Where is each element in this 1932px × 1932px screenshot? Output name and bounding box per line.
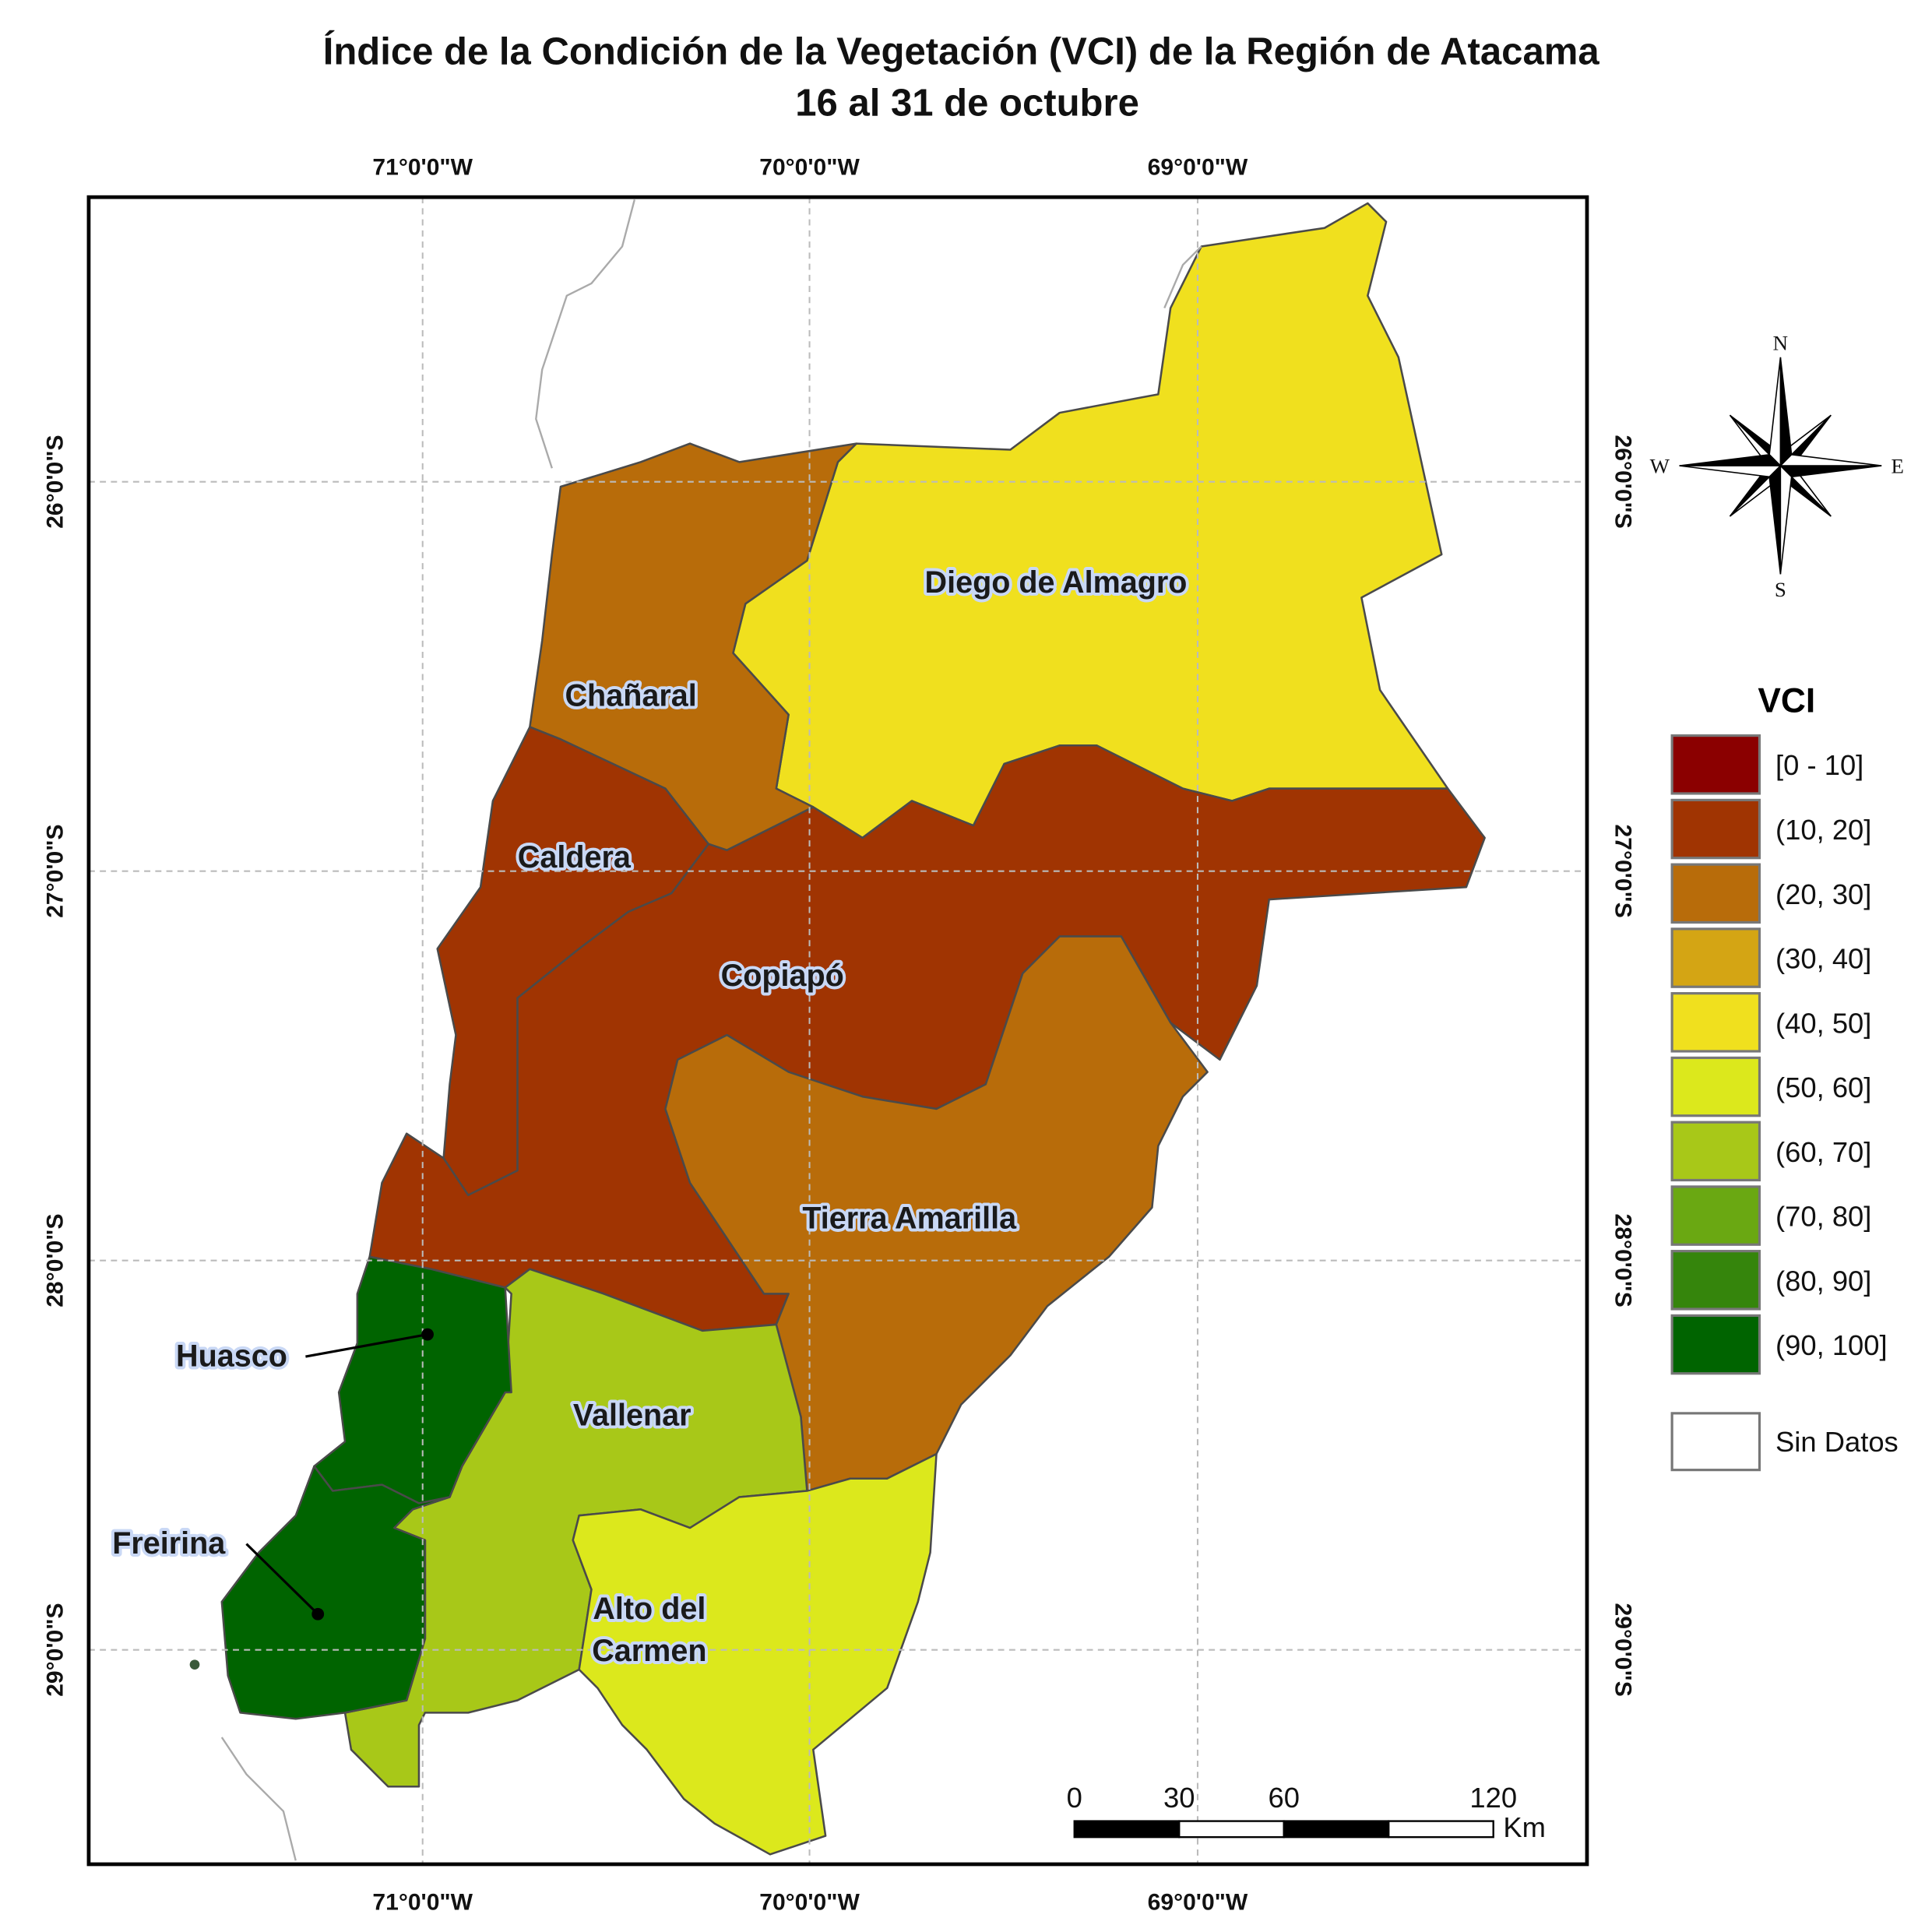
commune-area: [220, 1465, 451, 1720]
leaders: [245, 1328, 434, 1621]
legend-swatch: [1670, 927, 1761, 988]
legend-swatch: [1670, 798, 1761, 860]
coast-line: [220, 1737, 297, 1861]
legend-swatch: [1670, 1314, 1761, 1375]
commune-label: Chañaral: [565, 679, 697, 713]
commune-label: Vallenar: [573, 1399, 692, 1433]
scale-segment: [1178, 1820, 1285, 1839]
legend-label: (30, 40]: [1775, 943, 1871, 975]
legend-label: (50, 60]: [1775, 1072, 1871, 1103]
commune-area: [664, 935, 1209, 1492]
leader-line: [305, 1333, 428, 1358]
longitude-label: 70°0'0"W: [759, 1890, 860, 1916]
longitude-label: 70°0'0"W: [759, 155, 860, 181]
compass-rose: N E S W: [1650, 331, 1904, 600]
legend-swatch: [1670, 992, 1761, 1053]
legend-label: [0 - 10]: [1775, 749, 1863, 781]
longitude-label: 69°0'0"W: [1148, 155, 1248, 181]
compass-point: [1779, 454, 1882, 466]
scale-label: 0: [1067, 1782, 1082, 1814]
legend-label: Sin Datos: [1775, 1426, 1899, 1458]
longitude-label: 71°0'0"W: [372, 155, 473, 181]
legend-label: (40, 50]: [1775, 1007, 1871, 1039]
legend-swatch: [1670, 1185, 1761, 1246]
latitude-label: 29°0'0"S: [1610, 1603, 1635, 1697]
commune-label: Copiapó: [721, 959, 844, 993]
legend-label: (20, 30]: [1775, 878, 1871, 910]
latitude-label: 26°0'0"S: [43, 435, 69, 529]
scale-unit: Km: [1503, 1811, 1546, 1843]
legend-label: (70, 80]: [1775, 1201, 1871, 1233]
latitude-label: 27°0'0"S: [43, 825, 69, 918]
latitude-label: 28°0'0"S: [1610, 1214, 1635, 1307]
communes: [220, 202, 1486, 1856]
compass-point: [1779, 464, 1793, 575]
legend-swatch: [1670, 1056, 1761, 1117]
compass-west: W: [1650, 455, 1670, 478]
scale-segment: [1388, 1820, 1494, 1839]
scale-segment: [1283, 1820, 1390, 1839]
latitude-label: 27°0'0"S: [1610, 825, 1635, 918]
graticule: [88, 197, 1587, 1864]
commune-label: Freirina: [112, 1526, 226, 1561]
leader-dot: [421, 1328, 434, 1341]
legend-label: (60, 70]: [1775, 1136, 1871, 1168]
compass-east: E: [1891, 455, 1903, 478]
commune-label: Huasco: [176, 1339, 287, 1374]
compass-south: S: [1775, 578, 1786, 601]
scale-segment: [1073, 1820, 1181, 1839]
compass-point: [1679, 465, 1782, 478]
commune-label: Caldera: [518, 840, 632, 875]
map-frame: [86, 195, 1589, 1867]
longitude-label: 69°0'0"W: [1148, 1890, 1248, 1916]
commune-label: Tierra Amarilla: [802, 1202, 1017, 1236]
scale-label: 30: [1163, 1782, 1195, 1814]
legend-label: (90, 100]: [1775, 1329, 1888, 1361]
boundary-line: [535, 199, 636, 469]
legend-swatch: [1670, 1121, 1761, 1182]
legend-swatch: [1670, 734, 1761, 795]
legend-swatch: [1670, 1412, 1761, 1472]
leader-line: [245, 1543, 319, 1615]
leader-dot: [311, 1607, 325, 1621]
legend-label: (10, 20]: [1775, 814, 1871, 846]
legend-swatch: [1670, 863, 1761, 924]
latitude-label: 26°0'0"S: [1610, 435, 1635, 529]
island: [189, 1659, 200, 1670]
latitude-label: 28°0'0"S: [43, 1214, 69, 1307]
commune-area: [572, 1452, 938, 1856]
title: Índice de la Condición de la Vegetación …: [323, 29, 1600, 72]
legend-swatch: [1670, 1250, 1761, 1311]
latitude-label: 29°0'0"S: [43, 1603, 69, 1697]
legend-title: VCI: [1758, 682, 1815, 720]
compass-north: N: [1773, 331, 1788, 354]
boundary-line: [1163, 245, 1202, 309]
scale-label: 120: [1469, 1782, 1517, 1814]
commune-label: Alto del Carmen: [592, 1592, 706, 1668]
scale-label: 60: [1268, 1782, 1299, 1814]
commune-label: Diego de Almagro: [925, 565, 1188, 600]
legend-label: (80, 90]: [1775, 1265, 1871, 1297]
longitude-label: 71°0'0"W: [372, 1890, 473, 1916]
subtitle: 16 al 31 de octubre: [795, 83, 1139, 125]
